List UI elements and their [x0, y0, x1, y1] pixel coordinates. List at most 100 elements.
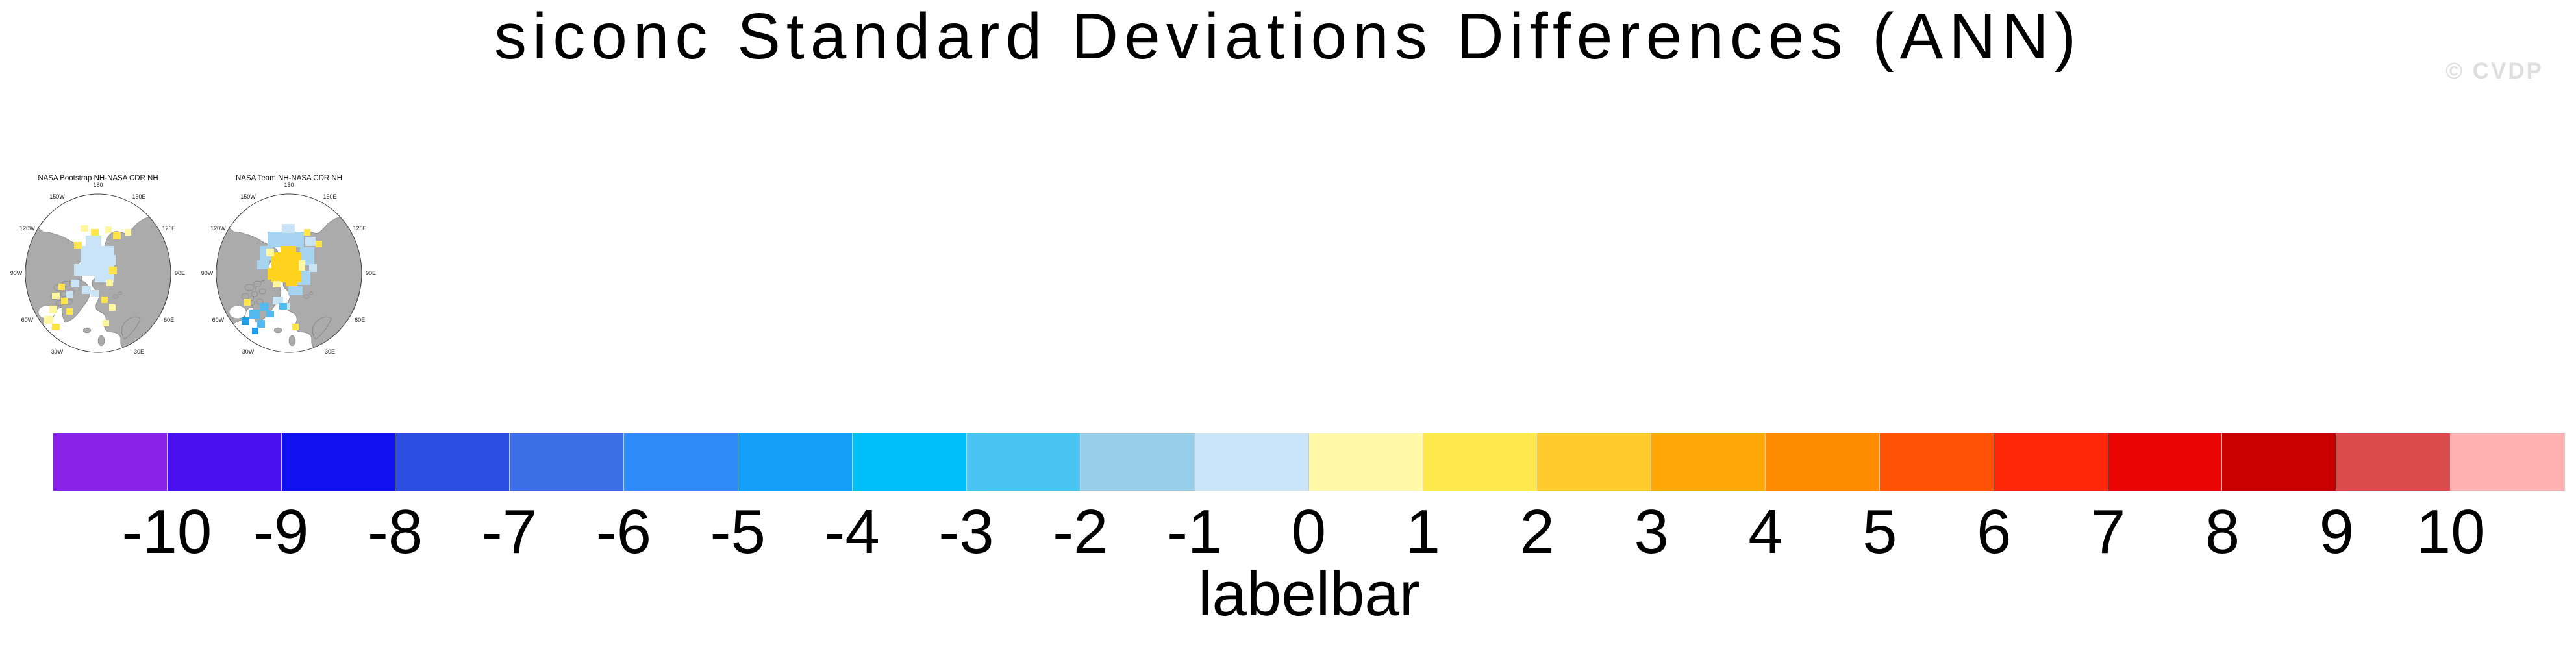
anomaly-cell: [58, 284, 65, 290]
colorbar-tick-label: -5: [710, 497, 766, 566]
longitude-label: 60E: [355, 317, 365, 323]
anomaly-cell: [42, 330, 48, 337]
colorbar-caption: labelbar: [1198, 559, 1420, 629]
longitude-label: 150W: [240, 193, 256, 200]
anomaly-cell: [91, 290, 99, 297]
colorbar-segment-5: [624, 433, 738, 491]
colorbar-segment-6: [738, 433, 853, 491]
island: [308, 291, 314, 295]
colorbar-segment-1: [167, 433, 282, 491]
colorbar-segment-7: [852, 433, 967, 491]
island: [288, 335, 296, 347]
colorbar-tick-label: 2: [1519, 497, 1555, 566]
anomaly-cell: [82, 286, 91, 294]
longitude-label: 0: [287, 360, 290, 361]
anomaly-cell: [86, 236, 101, 246]
colorbar-tick-label: 9: [2319, 497, 2354, 566]
island: [303, 294, 310, 299]
longitude-label: 180: [284, 182, 294, 188]
colorbar-tick-label: -8: [367, 497, 423, 566]
colorbar-segment-21: [2451, 433, 2564, 491]
map-panel-nasa-team: NASA Team NH-NASA CDR NH 180 150E 120E 90E 60…: [195, 166, 383, 367]
colorbar-segment-18: [2108, 433, 2223, 491]
anomaly-cell: [101, 297, 108, 303]
anomaly-cell: [74, 264, 101, 276]
anomaly-cell: [74, 242, 82, 249]
colorbar-tick-label: 1: [1405, 497, 1441, 566]
anomaly-cell: [266, 249, 274, 256]
anomaly-cell: [252, 328, 258, 334]
colorbar-segment-9: [1081, 433, 1195, 491]
longitude-label: 60W: [21, 317, 34, 323]
colorbar-segment-12: [1423, 433, 1538, 491]
anomaly-cell: [260, 303, 269, 311]
map-title: NASA Team NH-NASA CDR NH: [236, 175, 342, 182]
anomaly-cell: [91, 229, 99, 236]
island: [253, 280, 262, 287]
anomaly-cell: [103, 255, 116, 265]
colorbar-tick-label: -6: [595, 497, 651, 566]
longitude-label: 120W: [19, 225, 35, 232]
anomaly-cell: [106, 280, 113, 286]
longitude-label: 180: [93, 182, 103, 188]
anomaly-cell: [113, 232, 121, 239]
anomaly-cell: [309, 264, 317, 272]
colorbar-tick-label: -9: [253, 497, 309, 566]
anomaly-cell: [288, 286, 303, 295]
anomaly-cell: [316, 241, 322, 247]
anomaly-cell: [304, 229, 310, 236]
landmass: [121, 316, 141, 340]
colorbar-tick-label: 4: [1748, 497, 1783, 566]
anomaly-cell: [244, 299, 251, 306]
colorbar-tick-label: -3: [938, 497, 994, 566]
colorbar-segment-14: [1651, 433, 1766, 491]
anomaly-cell: [125, 229, 131, 236]
anomaly-cell: [71, 280, 79, 287]
island: [112, 294, 119, 299]
longitude-label: 90W: [10, 270, 23, 276]
anomaly-cell: [105, 226, 112, 233]
anomaly-cell: [273, 281, 281, 287]
anomaly-cell: [279, 303, 287, 310]
longitude-label: 120E: [162, 225, 176, 232]
colorbar-tick-label: -4: [824, 497, 880, 566]
colorbar-tick-label: 8: [2205, 497, 2240, 566]
longitude-label: 30E: [325, 348, 335, 355]
island: [241, 293, 250, 300]
colorbar-tick-label: 10: [2416, 497, 2486, 566]
anomaly-cell: [281, 246, 296, 254]
anomaly-cell: [109, 304, 116, 311]
colorbar-tick-label: 5: [1862, 497, 1897, 566]
colorbar-segment-20: [2336, 433, 2451, 491]
anomaly-cell: [66, 308, 73, 315]
anomaly-cell: [286, 278, 297, 286]
colorbar-segment-3: [395, 433, 510, 491]
anomaly-cell: [282, 224, 295, 233]
colorbar-segment-15: [1766, 433, 1880, 491]
colorbar-segment-11: [1308, 433, 1423, 491]
longitude-label: 30W: [242, 348, 255, 355]
colorbar-segment-8: [966, 433, 1081, 491]
anomaly-cell: [103, 320, 109, 326]
colorbar-segment-16: [1880, 433, 1994, 491]
longitude-label: 60E: [164, 317, 174, 323]
colorbar-tick-label: 3: [1634, 497, 1669, 566]
anomaly-cell: [273, 297, 283, 304]
anomaly-cell: [268, 232, 304, 247]
longitude-label: 150E: [132, 193, 145, 200]
longitude-label: 150E: [323, 193, 336, 200]
anomaly-cell: [266, 311, 274, 317]
anomaly-cell: [81, 225, 88, 232]
island: [97, 335, 105, 347]
anomaly-cell: [52, 293, 60, 299]
anomaly-cell: [305, 237, 316, 246]
map-title: NASA Bootstrap NH-NASA CDR NH: [38, 175, 158, 182]
map-panel-nasa-bootstrap: NASA Bootstrap NH-NASA CDR NH 180 150E 120E…: [4, 166, 192, 367]
anomaly-cell: [52, 324, 60, 330]
anomaly-cell: [292, 324, 299, 330]
colorbar-tick-label: -1: [1166, 497, 1223, 566]
anomaly-cell: [249, 310, 260, 319]
colorbar-tick-label: 0: [1291, 497, 1327, 566]
longitude-label: 60W: [212, 317, 225, 323]
